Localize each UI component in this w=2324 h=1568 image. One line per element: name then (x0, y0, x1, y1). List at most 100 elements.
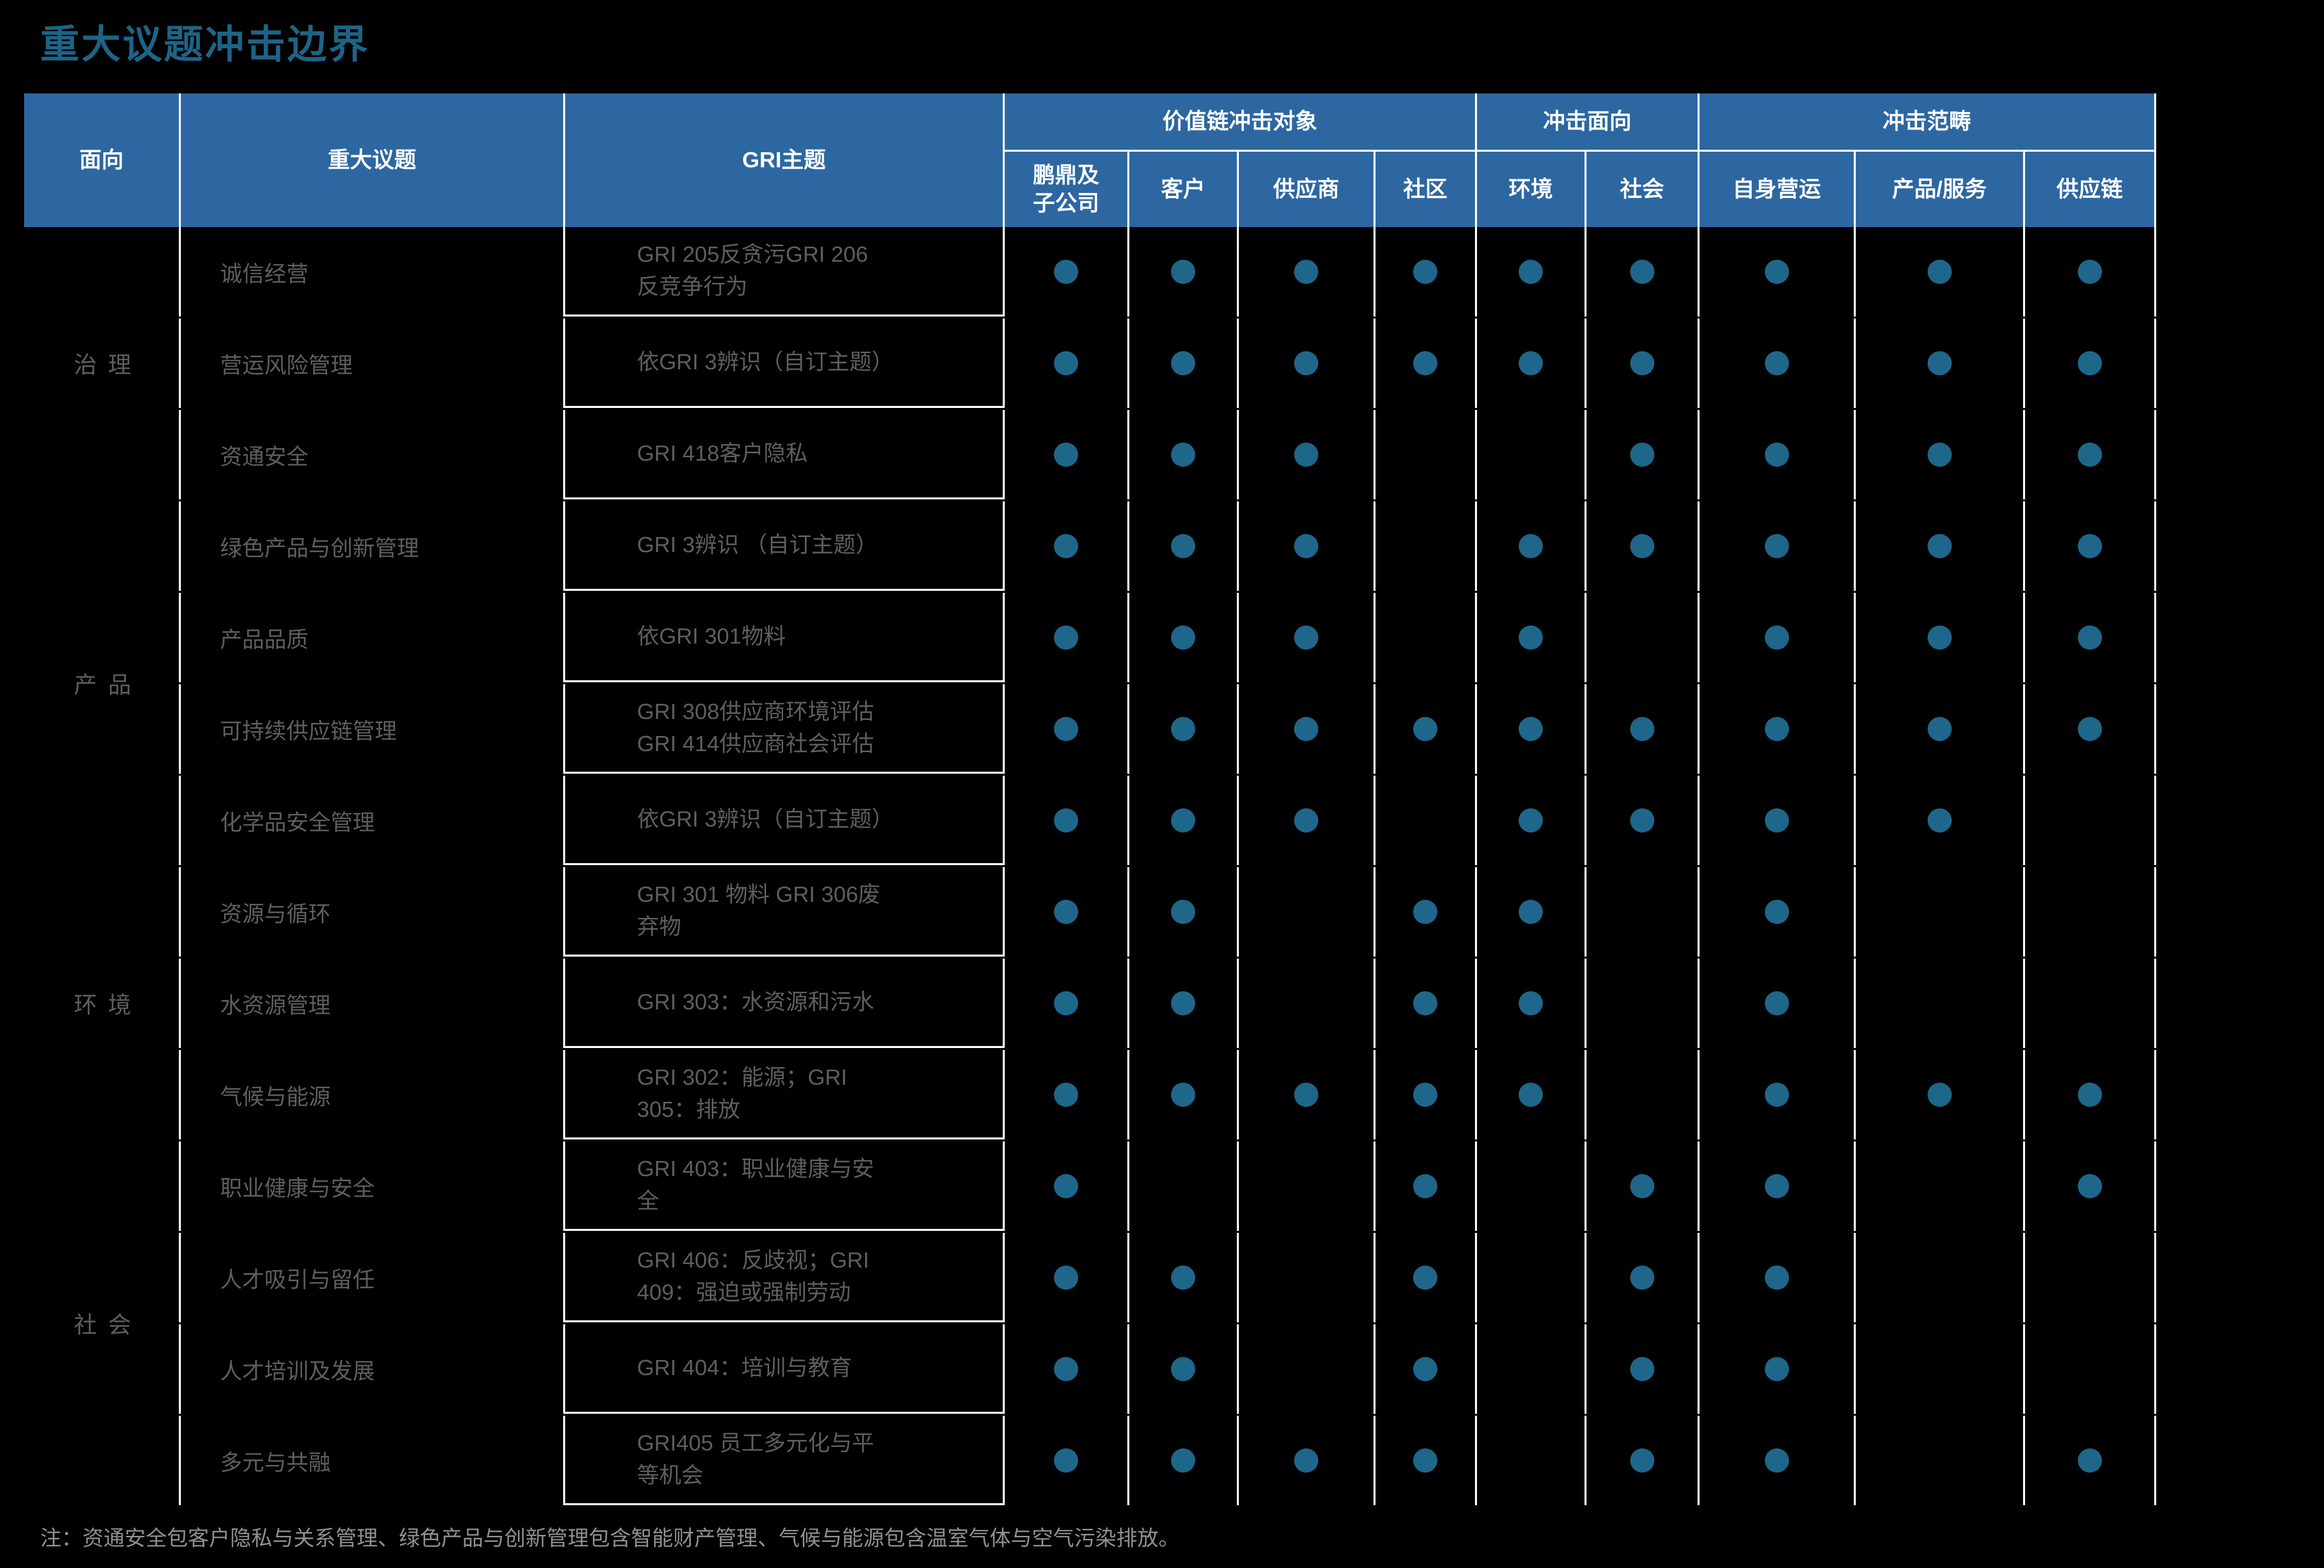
impact-dot (1519, 351, 1543, 375)
impact-dot (1519, 625, 1543, 650)
aspect-cell (24, 684, 181, 774)
impact-cell (1700, 501, 1856, 591)
impact-dot (2077, 534, 2102, 558)
impact-cell (1700, 959, 1856, 1048)
impact-cell (1856, 776, 2025, 865)
table-row: 绿色产品与创新管理 GRI 3辨识 （自订主题） (24, 501, 2156, 591)
impact-dot (1413, 1174, 1437, 1198)
impact-cell (1856, 959, 2025, 1048)
gri-topic-cell: GRI 404：培训与教育 (565, 1324, 1005, 1414)
gri-topic-cell: GRI 403：职业健康与安 全 (565, 1141, 1005, 1231)
impact-cell (1700, 1141, 1856, 1231)
impact-dot (1630, 534, 1654, 558)
impact-cell (1856, 1233, 2025, 1322)
impact-dot (1630, 260, 1654, 284)
impact-dot (1171, 900, 1195, 924)
table-row: 可持续供应链管理 GRI 308供应商环境评估 GRI 414供应商社会评估 (24, 684, 2156, 774)
impact-dot (1630, 1357, 1654, 1381)
issue-cell: 绿色产品与创新管理 (181, 501, 565, 591)
impact-cell (1129, 1141, 1239, 1231)
impact-cell (2025, 410, 2156, 499)
impact-cell (1005, 501, 1129, 591)
impact-cell (1700, 1233, 1856, 1322)
aspect-group-label: 社会 (74, 1312, 142, 1338)
impact-dot (1927, 717, 1952, 741)
impact-cell (1587, 684, 1700, 774)
impact-cell (1239, 684, 1376, 774)
impact-dot (1927, 808, 1952, 832)
table-row: 水资源管理 GRI 303：水资源和污水 (24, 959, 2156, 1048)
impact-dot (1927, 1083, 1952, 1107)
gri-topic-cell: 依GRI 3辨识（自订主题） (565, 776, 1005, 865)
gri-topic-cell: GRI 406：反歧视；GRI 409：强迫或强制劳动 (565, 1233, 1005, 1322)
impact-dot (1927, 625, 1952, 650)
impact-dot (1171, 808, 1195, 832)
aspect-cell (24, 501, 181, 591)
impact-cell (2025, 867, 2156, 957)
impact-cell (1700, 410, 1856, 499)
impact-cell (1856, 1324, 2025, 1414)
impact-dot (2077, 717, 2102, 741)
impact-cell (2025, 1233, 2156, 1322)
issue-cell: 气候与能源 (181, 1050, 565, 1139)
impact-dot (1171, 991, 1195, 1015)
impact-dot (1054, 1266, 1078, 1290)
impact-dot (1413, 351, 1437, 375)
impact-dot (1054, 991, 1078, 1015)
impact-dot (1171, 260, 1195, 284)
impact-cell (1129, 227, 1239, 317)
impact-cell (2025, 227, 2156, 317)
gri-topic-cell: GRI 308供应商环境评估 GRI 414供应商社会评估 (565, 684, 1005, 774)
impact-dot (1171, 1266, 1195, 1290)
impact-cell (1477, 1416, 1587, 1505)
impact-cell (1477, 867, 1587, 957)
table-row: 人才培训及发展 GRI 404：培训与教育 (24, 1324, 2156, 1414)
impact-cell (1376, 319, 1477, 408)
impact-cell (1005, 1050, 1129, 1139)
impact-cell (1376, 1050, 1477, 1139)
impact-dot (2077, 351, 2102, 375)
impact-cell (1129, 1324, 1239, 1414)
aspect-cell (24, 227, 181, 317)
impact-dot (1054, 1357, 1078, 1381)
header-impact-col-5: 社会 (1587, 152, 1700, 227)
impact-cell (1587, 776, 1700, 865)
impact-cell (1477, 1141, 1587, 1231)
impact-dot (1054, 351, 1078, 375)
impact-cell (1005, 410, 1129, 499)
impact-cell (1376, 684, 1477, 774)
issue-cell: 职业健康与安全 (181, 1141, 565, 1231)
impact-cell (1376, 410, 1477, 499)
impact-cell (1376, 776, 1477, 865)
impact-dot (1630, 1266, 1654, 1290)
impact-dot (1294, 351, 1318, 375)
header-group-2: 冲击范畴 (1700, 93, 2156, 152)
impact-cell (1005, 319, 1129, 408)
table-row: 资通安全 GRI 418客户隐私 (24, 410, 2156, 499)
impact-cell (1856, 593, 2025, 682)
impact-cell (1129, 501, 1239, 591)
impact-cell (1700, 1324, 1856, 1414)
impact-cell (2025, 319, 2156, 408)
header-issue-column: 重大议题 (181, 93, 565, 227)
table-row: 产品品质 依GRI 301物料 (24, 593, 2156, 682)
impact-cell (1129, 1416, 1239, 1505)
impact-dot (1927, 534, 1952, 558)
impact-cell (1239, 410, 1376, 499)
impact-cell (1477, 1050, 1587, 1139)
aspect-cell (24, 776, 181, 865)
impact-cell (1239, 1324, 1376, 1414)
aspect-cell (24, 410, 181, 499)
impact-cell (1477, 319, 1587, 408)
aspect-group-label: 环境 (74, 992, 142, 1018)
table-row: 诚信经营 GRI 205反贪污GRI 206 反竞争行为 (24, 227, 2156, 317)
table-body: 诚信经营 GRI 205反贪污GRI 206 反竞争行为 营运风险管理 依GRI 3辨… (24, 227, 2156, 1507)
impact-dot (1171, 1083, 1195, 1107)
impact-dot (1630, 717, 1654, 741)
impact-cell (1587, 1050, 1700, 1139)
impact-cell (2025, 684, 2156, 774)
impact-dot (1764, 351, 1789, 375)
impact-dot (1294, 1083, 1318, 1107)
issue-cell: 诚信经营 (181, 227, 565, 317)
impact-cell (1129, 684, 1239, 774)
